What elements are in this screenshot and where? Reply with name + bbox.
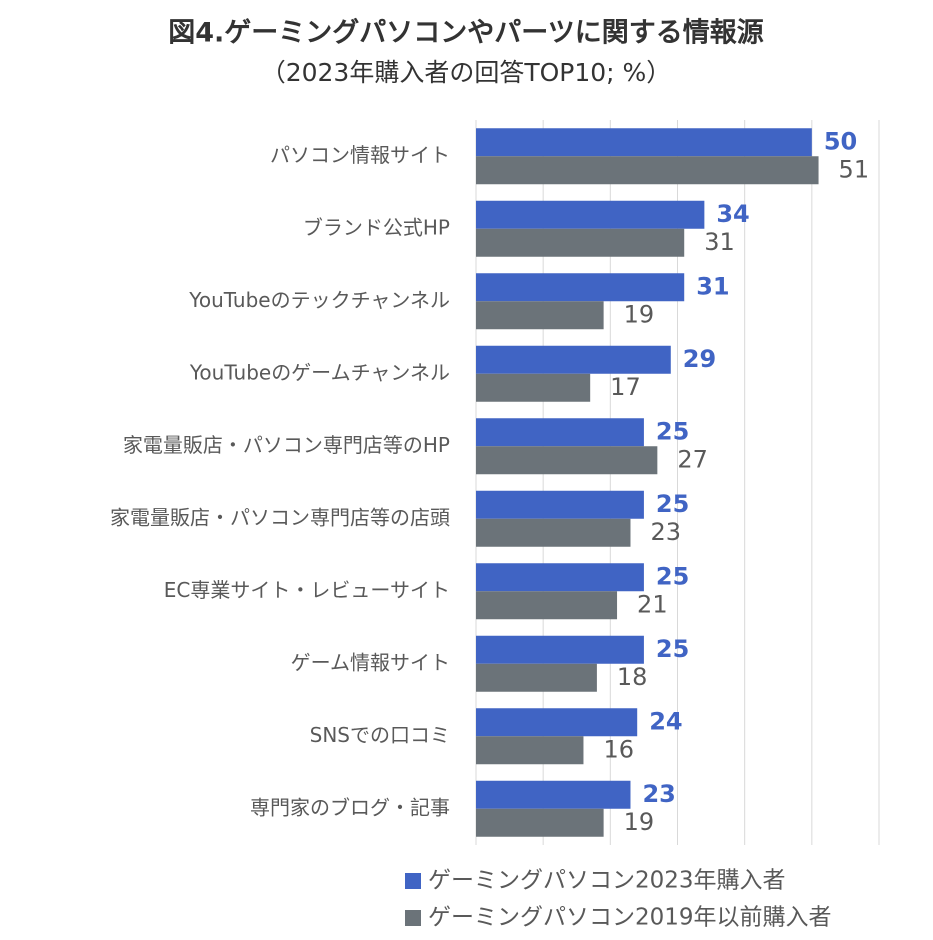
data-label: 24 [649,707,682,735]
bar [476,373,591,402]
data-label: 31 [696,272,729,300]
chart-title: 図4.ゲーミングパソコンやパーツに関する情報源 [168,17,764,49]
y-tick-label: YouTubeのテックチャンネル [188,288,450,312]
bar [476,808,604,837]
data-label: 19 [624,300,655,328]
y-tick-label: EC専業サイト・レビューサイト [164,578,450,602]
bar [476,200,705,229]
bar [476,663,597,692]
data-label: 25 [656,635,689,663]
bar [476,518,631,547]
bar [476,273,685,302]
bar [476,128,812,157]
data-label: 25 [656,417,689,445]
data-label: 19 [624,808,655,836]
bar [476,780,631,809]
data-label: 51 [839,155,870,183]
legend-swatch [405,873,421,889]
legend-swatch [405,910,421,926]
data-label: 18 [617,663,648,691]
bar [476,345,671,374]
data-label: 16 [603,735,634,763]
data-label: 23 [642,780,675,808]
y-tick-label: YouTubeのゲームチャンネル [189,360,450,384]
bar [476,418,644,447]
data-label: 23 [650,518,681,546]
bar [476,490,644,519]
y-tick-label: ゲーム情報サイト [291,650,450,674]
bar [476,736,584,765]
data-label: 27 [677,445,708,473]
y-tick-label: パソコン情報サイト [270,143,450,167]
bar [476,301,604,330]
bar [476,635,644,664]
y-tick-label: 家電量販店・パソコン専門店等のHP [123,433,450,457]
y-tick-label: ブランド公式HP [303,215,450,239]
data-label: 21 [637,590,668,618]
data-label: 29 [683,345,716,373]
data-label: 31 [704,228,735,256]
chart-subtitle: （2023年購入者の回答TOP10; %） [261,58,672,87]
data-label: 17 [610,373,641,401]
legend-label: ゲーミングパソコン2023年購入者 [428,868,786,894]
y-tick-label: SNSでの口コミ [310,723,450,747]
data-label: 34 [716,200,749,228]
y-tick-label: 専門家のブログ・記事 [250,795,450,819]
data-label: 25 [656,562,689,590]
bar [476,228,685,257]
bar [476,156,819,185]
bar [476,708,638,737]
data-label: 50 [824,127,857,155]
y-tick-label: 家電量販店・パソコン専門店等の店頭 [110,505,450,529]
bar [476,563,644,592]
bar [476,446,658,475]
data-label: 25 [656,490,689,518]
legend-label: ゲーミングパソコン2019年以前購入者 [428,905,832,931]
bar [476,591,618,620]
